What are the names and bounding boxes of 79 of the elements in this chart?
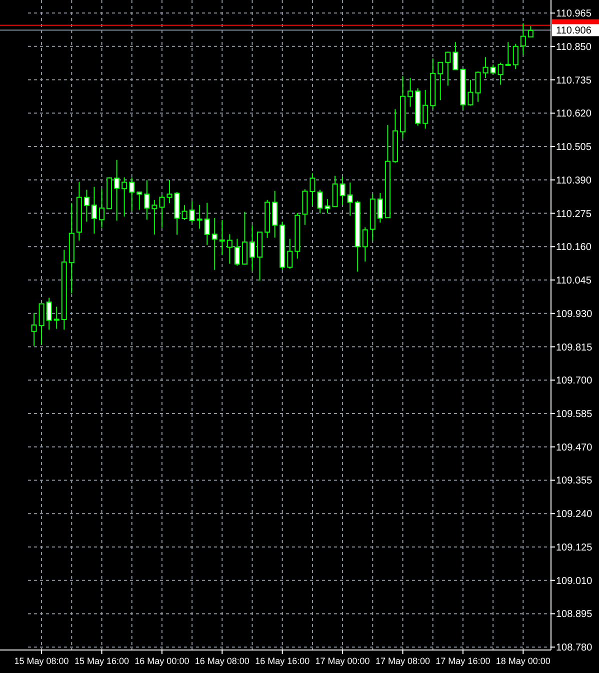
candlestick: [226, 234, 232, 264]
y-tick-label: 110.390: [556, 175, 592, 186]
candlestick: [520, 22, 526, 56]
ref-line-label: 110.906: [556, 26, 592, 37]
candlestick: [242, 211, 248, 266]
candlestick: [144, 180, 150, 220]
x-tick-label: 16 May 08:00: [194, 656, 250, 666]
candlestick: [445, 51, 451, 86]
candlestick: [498, 62, 504, 86]
candlestick: [166, 179, 172, 204]
y-tick-label: 110.850: [556, 42, 592, 53]
candlestick: [196, 204, 202, 230]
candlestick: [452, 42, 458, 70]
candlestick: [340, 176, 346, 206]
candlestick: [302, 188, 308, 226]
y-tick-label: 110.505: [556, 142, 592, 154]
x-tick-label: 16 May 16:00: [255, 656, 310, 666]
y-tick-label: 109.240: [556, 509, 593, 520]
x-tick-label: 17 May 08:00: [375, 656, 430, 666]
candlestick: [129, 176, 135, 212]
candlestick: [204, 202, 210, 246]
y-tick-label: 110.045: [556, 276, 592, 287]
candlestick: [38, 303, 44, 346]
y-tick-label: 109.010: [556, 576, 593, 587]
y-tick-label: 110.275: [556, 208, 592, 220]
candlestick: [310, 172, 316, 206]
candlestick: [189, 200, 195, 224]
candlestick: [31, 312, 37, 346]
y-tick-label: 110.735: [556, 75, 592, 86]
candlestick: [272, 190, 278, 238]
candlestick: [249, 224, 256, 271]
x-tick-label: 17 May 16:00: [436, 656, 490, 666]
candlestick: [324, 198, 330, 214]
candlestick: [505, 42, 511, 66]
candlestick: [54, 306, 60, 330]
candlestick: [362, 226, 368, 262]
x-tick-label: 18 May 00:00: [496, 656, 550, 666]
candlestick: [84, 189, 90, 222]
candlestick: [347, 182, 353, 216]
x-tick-label: 15 May 16:00: [74, 656, 130, 666]
candlestick: [114, 159, 120, 222]
y-tick-label: 109.700: [556, 376, 593, 387]
candlestick: [234, 238, 240, 266]
y-tick-label: 110.160: [556, 242, 592, 254]
x-tick-label: 17 May 00:00: [315, 656, 370, 666]
candlestick: [136, 191, 142, 210]
x-tick-label: 16 May 00:00: [134, 656, 190, 666]
y-tick-label: 110.965: [556, 8, 592, 20]
candlestick: [528, 26, 534, 38]
candlestick: [219, 219, 225, 256]
candlestick: [91, 186, 97, 234]
y-tick-label: 109.470: [556, 442, 593, 454]
candlestick: [377, 192, 383, 224]
candlestick: [287, 238, 293, 270]
y-tick-label: 109.125: [556, 542, 593, 554]
y-tick-label: 109.355: [556, 476, 593, 487]
candlestick: [152, 199, 158, 235]
candlestick: [422, 89, 428, 130]
candlestick: [317, 189, 323, 214]
y-tick-label: 108.780: [556, 642, 593, 654]
candlestick: [122, 176, 128, 217]
candlestick: [46, 297, 52, 330]
y-tick-label: 108.895: [556, 609, 593, 620]
y-tick-label: 109.815: [556, 342, 593, 354]
y-tick-label: 110.620: [556, 108, 592, 120]
y-tick-label: 109.585: [556, 409, 593, 420]
candlestick: [159, 194, 165, 228]
candlestick: [408, 78, 414, 108]
y-tick-label: 109.930: [556, 308, 593, 320]
candlestick: [332, 175, 338, 208]
candlestick: [182, 204, 188, 220]
candlestick: [212, 217, 218, 270]
candlestick: [512, 43, 518, 70]
x-tick-label: 15 May 08:00: [14, 656, 69, 666]
candlestick: [438, 62, 444, 101]
candlestick: [475, 70, 481, 102]
candlestick: [482, 56, 488, 79]
candlestick: [98, 188, 105, 228]
candlestick: [468, 79, 474, 106]
